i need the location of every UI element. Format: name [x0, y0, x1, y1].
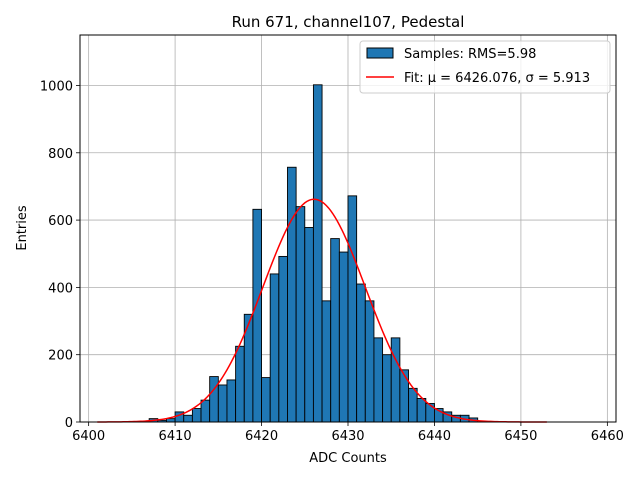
histogram-bar	[209, 376, 219, 423]
histogram-bar	[287, 166, 297, 423]
y-tick-label: 800	[48, 147, 73, 162]
histogram-bar	[321, 300, 332, 423]
histogram-bar	[191, 408, 202, 423]
y-tick-label: 1000	[40, 79, 73, 94]
x-tick-label: 6450	[504, 429, 537, 444]
histogram-bar	[347, 195, 358, 423]
histogram-bar	[217, 384, 228, 423]
x-tick-label: 6460	[591, 429, 624, 444]
y-axis-label: Entries	[15, 205, 30, 251]
histogram-bar	[408, 387, 418, 423]
x-tick-label: 6410	[159, 429, 192, 444]
legend-samples-swatch	[366, 47, 394, 59]
y-tick-label: 0	[65, 416, 73, 431]
x-axis-label: ADC Counts	[309, 451, 387, 466]
y-tick-label: 400	[48, 281, 73, 296]
histogram-bar	[226, 379, 237, 423]
histogram-bar	[269, 273, 280, 423]
y-tick-label: 200	[48, 349, 73, 364]
histogram-bar	[338, 251, 349, 423]
x-axis-ticks: 6400 6410 6420 6430 6440 6450 6460	[72, 422, 624, 444]
histogram-bar	[278, 255, 288, 423]
histogram-bars	[148, 84, 479, 423]
legend-box	[359, 40, 611, 94]
histogram-bar	[304, 227, 314, 423]
histogram-bar	[399, 369, 409, 423]
legend-samples-label: Samples: RMS=5.98	[404, 47, 536, 62]
legend-fit-label: Fit: μ = 6426.076, σ = 5.913	[404, 71, 590, 86]
chart-title: Run 671, channel107, Pedestal	[232, 13, 465, 31]
histogram-bar	[200, 399, 211, 423]
histogram-bar	[183, 414, 193, 423]
x-tick-label: 6430	[331, 429, 364, 444]
histogram-bar	[390, 337, 401, 423]
histogram-bar	[295, 206, 306, 423]
histogram-bar	[382, 354, 392, 423]
histogram-bar	[330, 238, 340, 423]
histogram-bar	[312, 84, 323, 423]
histogram-bar	[356, 283, 366, 423]
y-axis-ticks: 0 200 400 600 800 1000	[40, 79, 80, 431]
histogram-bar	[416, 397, 427, 423]
histogram-bar	[373, 337, 384, 423]
x-tick-label: 6420	[245, 429, 278, 444]
histogram-bar	[235, 345, 245, 423]
x-tick-label: 6400	[72, 429, 105, 444]
legend: Samples: RMS=5.98 Fit: μ = 6426.076, σ =…	[359, 40, 611, 94]
histogram-bar	[166, 418, 176, 423]
histogram-bar	[261, 377, 271, 423]
fit-curve	[97, 198, 547, 423]
x-tick-label: 6440	[418, 429, 451, 444]
histogram-bar	[252, 208, 262, 423]
y-tick-label: 600	[48, 214, 73, 229]
histogram-bar	[364, 300, 375, 423]
histogram-bar	[425, 403, 435, 423]
